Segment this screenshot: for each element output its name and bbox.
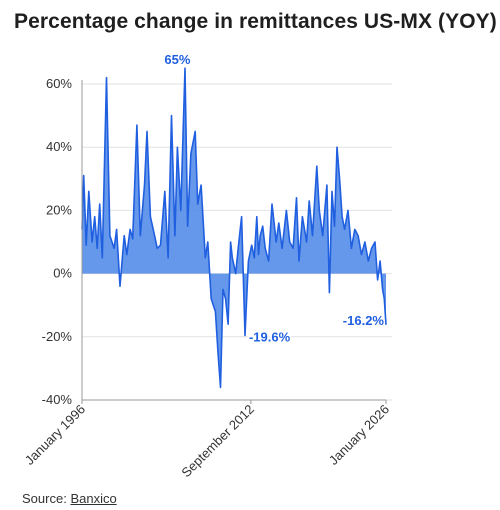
source-link[interactable]: Banxico xyxy=(70,491,117,506)
y-tick-label: -40% xyxy=(42,392,73,407)
y-tick-label: 60% xyxy=(46,76,72,91)
chart-title: Percentage change in remittances US-MX (… xyxy=(14,10,497,33)
y-tick-label: -20% xyxy=(42,329,73,344)
x-tick-label: September 2012 xyxy=(178,402,257,481)
x-tick-label: January 1996 xyxy=(22,402,88,468)
y-tick-label: 20% xyxy=(46,202,72,217)
source-label: Source: xyxy=(22,491,67,506)
data-label: -16.2% xyxy=(343,313,385,328)
y-tick-label: 0% xyxy=(53,266,72,281)
series-line xyxy=(81,67,387,389)
data-label: 65% xyxy=(164,52,190,67)
area-fill xyxy=(82,68,386,388)
x-tick-label: January 2026 xyxy=(326,402,392,468)
y-tick-label: 40% xyxy=(46,139,72,154)
data-label: -19.6% xyxy=(249,330,291,345)
source-line: Source: Banxico xyxy=(22,491,117,506)
